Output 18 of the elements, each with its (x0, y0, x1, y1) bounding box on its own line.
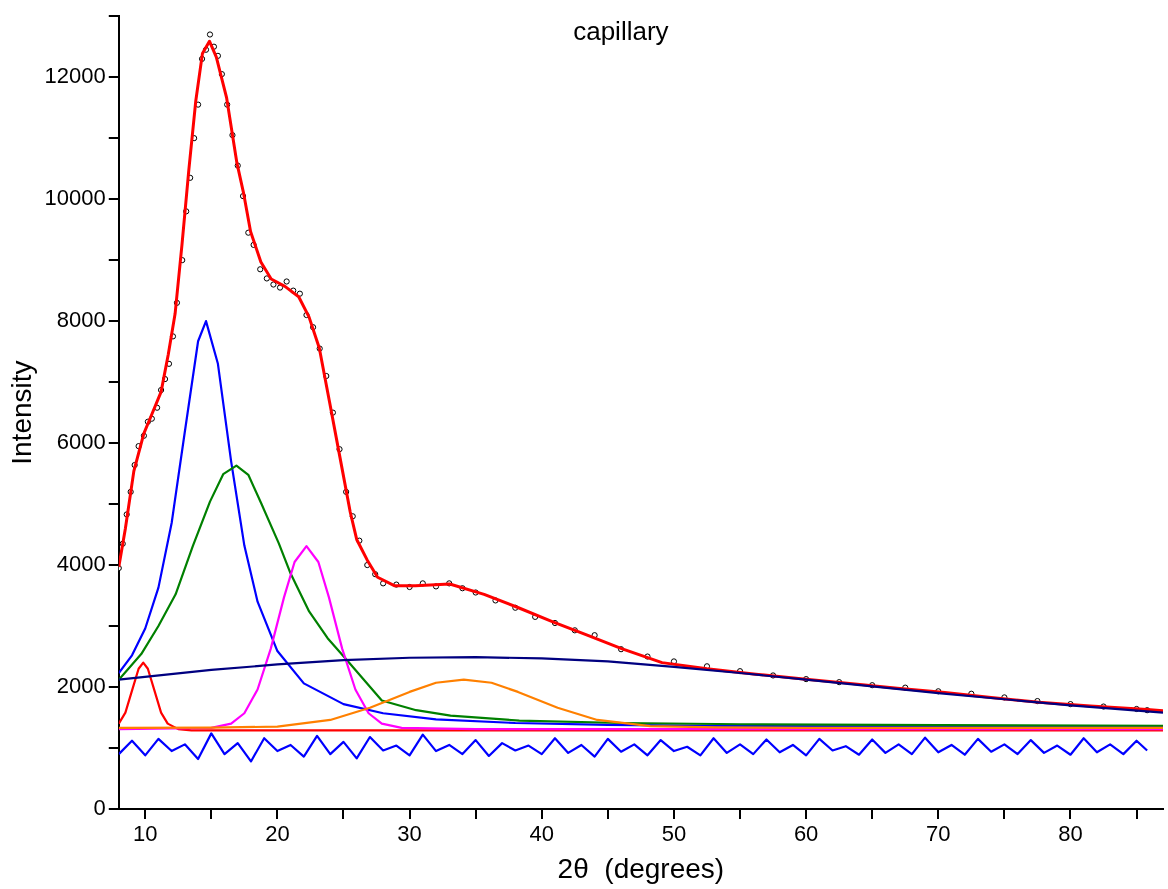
y-axis-title: Intensity (5, 360, 37, 465)
x-tick-label: 50 (661, 821, 687, 847)
y-tick-label: 4000 (56, 551, 106, 577)
x-tick-label: 70 (926, 821, 951, 847)
y-tick-label: 10000 (44, 185, 106, 211)
y-tick-label: 6000 (56, 429, 106, 455)
y-tick-label: 2000 (56, 673, 106, 699)
x-tick-label: 20 (265, 821, 290, 847)
y-tick-label: 8000 (56, 307, 106, 333)
x-tick-label: 40 (529, 821, 554, 847)
chart-title: capillary (573, 16, 669, 47)
y-tick-label: 12000 (44, 63, 106, 89)
x-tick-label: 60 (793, 821, 819, 847)
x-tick-label: 30 (397, 821, 422, 847)
x-tick-label: 80 (1058, 821, 1083, 847)
x-tick-label: 10 (132, 821, 158, 847)
y-tick-label: 0 (93, 795, 106, 821)
x-axis-title: 2θ (degrees) (557, 852, 725, 884)
